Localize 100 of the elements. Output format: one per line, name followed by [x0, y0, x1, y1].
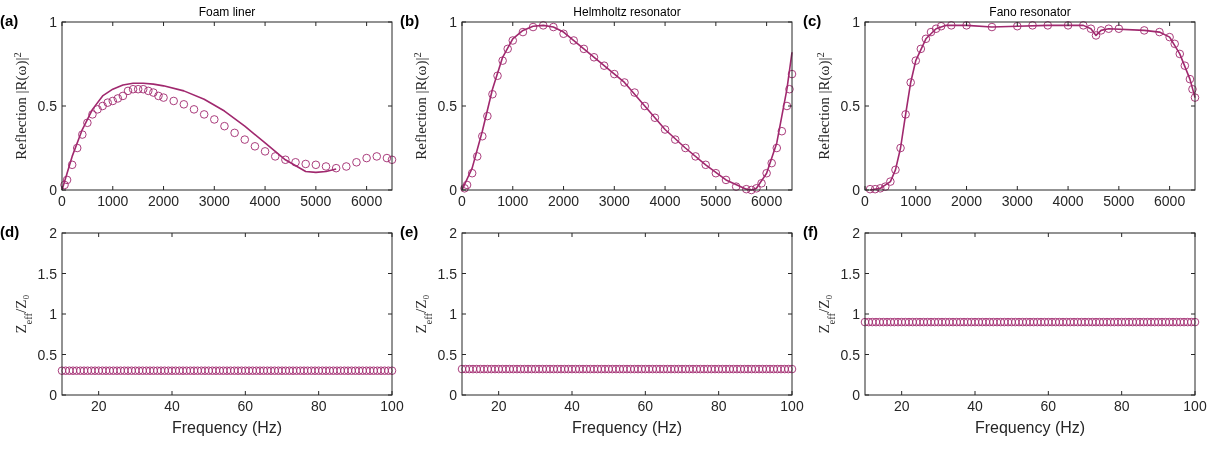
point — [210, 115, 219, 124]
point — [1180, 61, 1190, 70]
x-tick-label: 20 — [893, 398, 910, 414]
x-tick-label: 40 — [967, 398, 983, 414]
point — [240, 135, 250, 144]
x-tick-label: 4000 — [249, 193, 281, 209]
x-tick-label: 6000 — [351, 193, 383, 209]
y-tick-label: 1 — [852, 306, 861, 322]
x-tick-label: 3000 — [598, 193, 631, 209]
point — [767, 158, 776, 168]
point — [138, 84, 148, 94]
point — [569, 36, 578, 45]
point — [681, 143, 690, 153]
x-tick-label: 2000 — [147, 193, 180, 209]
point — [467, 168, 477, 178]
x-tick-label: 5000 — [1103, 193, 1135, 209]
x-tick-label: 60 — [237, 398, 254, 414]
x-tick-label: 2000 — [950, 193, 983, 209]
point — [230, 128, 239, 138]
point — [901, 110, 910, 119]
y-tick-label: 1 — [49, 306, 58, 322]
point — [88, 110, 97, 119]
point — [128, 84, 138, 94]
point — [460, 184, 469, 193]
x-tick-label: 1000 — [497, 193, 529, 209]
point — [762, 168, 771, 178]
point — [169, 96, 178, 106]
point — [478, 131, 487, 141]
point — [62, 175, 72, 185]
y-tick-label: 1 — [449, 306, 458, 322]
point — [701, 160, 710, 170]
point — [98, 101, 107, 111]
x-axis-title: Frequency (Hz) — [171, 419, 283, 436]
point — [589, 53, 599, 62]
point — [154, 91, 163, 101]
point — [1170, 39, 1179, 49]
point — [782, 101, 792, 111]
y-tick-label: 0.5 — [37, 346, 58, 363]
point — [199, 110, 209, 119]
point — [78, 130, 87, 139]
y-tick-label: 0 — [49, 182, 58, 198]
point — [472, 152, 482, 161]
point — [752, 184, 761, 193]
x-tick-label: 40 — [564, 398, 580, 414]
chart-title: Fano resonator — [989, 5, 1071, 19]
text: (a) — [0, 12, 19, 29]
point — [483, 111, 492, 121]
y-tick-label: 1.5 — [437, 265, 458, 282]
point — [579, 44, 589, 54]
x-tick-label: 20 — [90, 398, 107, 414]
point — [1114, 24, 1124, 33]
chart-title: Helmholtz resonator — [573, 5, 681, 19]
point — [508, 36, 518, 45]
y-tick-label: 0.5 — [840, 98, 861, 114]
y-tick-label: 2 — [852, 225, 861, 241]
y-tick-label: 2 — [49, 225, 58, 241]
x-tick-label: 80 — [710, 398, 727, 414]
x-tick-label: 6000 — [1154, 193, 1186, 209]
point — [1139, 26, 1149, 35]
point — [352, 158, 361, 167]
point — [650, 113, 660, 123]
point — [118, 91, 128, 101]
point — [747, 185, 756, 195]
x-axis-title: Frequency (Hz) — [974, 419, 1086, 436]
point — [1185, 74, 1195, 84]
point — [179, 100, 189, 109]
point — [123, 86, 133, 96]
point — [881, 182, 890, 191]
point — [777, 126, 787, 136]
point — [640, 101, 650, 111]
point — [1165, 32, 1174, 42]
point — [620, 78, 629, 87]
y-tick-label: 1 — [49, 14, 58, 30]
point — [301, 159, 310, 169]
point — [1190, 93, 1200, 102]
point — [921, 34, 931, 44]
point — [1096, 26, 1106, 35]
point — [865, 184, 875, 194]
point — [372, 152, 382, 161]
point — [931, 24, 941, 33]
y-tick-label: 2 — [449, 225, 458, 241]
y-tick-label: 0.5 — [37, 98, 58, 114]
text: (c) — [803, 12, 822, 29]
point — [67, 160, 77, 170]
y-tick-label: 0 — [852, 182, 861, 198]
point — [260, 147, 270, 156]
x-tick-label: 5000 — [700, 193, 732, 209]
x-tick-label: 60 — [637, 398, 654, 414]
point — [870, 184, 880, 194]
point — [599, 61, 609, 70]
point — [331, 163, 341, 173]
x-tick-label: 100 — [780, 398, 804, 414]
y-tick-label: 1 — [449, 14, 458, 30]
point — [1013, 21, 1022, 31]
chart-title: Foam liner — [198, 5, 256, 19]
point — [886, 177, 895, 186]
point — [711, 168, 721, 178]
point — [1188, 84, 1197, 94]
point — [987, 22, 997, 32]
point — [362, 153, 371, 163]
